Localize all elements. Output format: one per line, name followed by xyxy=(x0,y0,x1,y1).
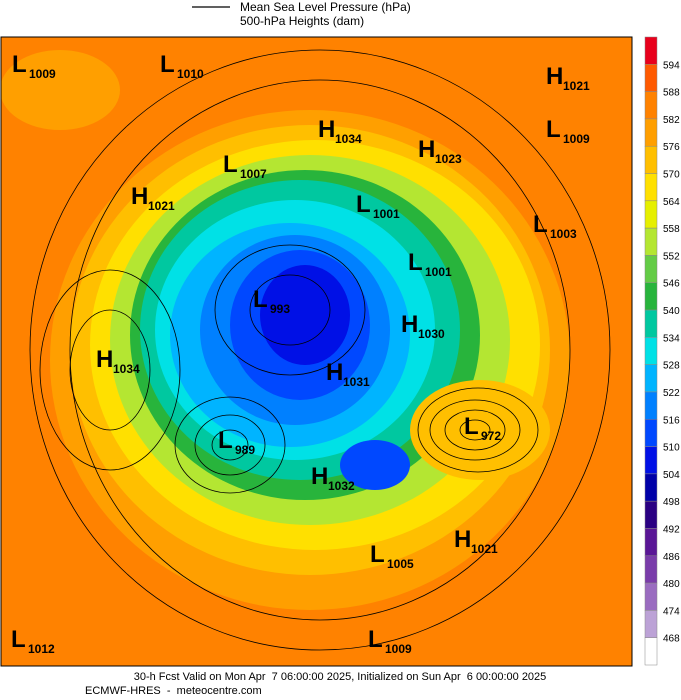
center-letter: L xyxy=(253,286,268,313)
center-letter: L xyxy=(464,413,479,440)
center-letter: H xyxy=(96,346,113,373)
colorbar-swatch xyxy=(644,36,658,65)
center-letter: L xyxy=(223,151,238,178)
legend-line-label: Mean Sea Level Pressure (hPa) xyxy=(240,0,411,14)
center-letter: L xyxy=(533,211,548,238)
center-pressure: 1009 xyxy=(385,642,412,656)
map-frame xyxy=(0,36,633,667)
center-letter: L xyxy=(370,541,385,568)
center-letter: L xyxy=(356,191,371,218)
center-pressure: 1034 xyxy=(113,362,140,376)
center-pressure: 1023 xyxy=(435,152,462,166)
colorbar-label: 588 xyxy=(663,88,680,99)
footer-line-1: 30-h Fcst Valid on Mon Apr 7 06:00:00 20… xyxy=(134,671,547,683)
center-pressure: 1003 xyxy=(550,227,577,241)
center-letter: H xyxy=(326,359,343,386)
center-pressure: 1021 xyxy=(148,199,175,213)
colorbar-label: 474 xyxy=(663,606,680,617)
center-pressure: 1010 xyxy=(177,67,204,81)
center-letter: H xyxy=(401,311,418,338)
colorbar-label: 468 xyxy=(663,634,680,645)
center-pressure: 972 xyxy=(481,429,501,443)
footer-line-2: ECMWF-HRES - meteocentre.com xyxy=(85,685,262,697)
colorbar-swatch xyxy=(644,200,658,229)
center-pressure: 1009 xyxy=(563,132,590,146)
colorbar-label: 498 xyxy=(663,497,680,508)
colorbar-label: 522 xyxy=(663,388,680,399)
colorbar-swatch xyxy=(644,364,658,393)
center-letter: H xyxy=(311,463,328,490)
colorbar-label: 540 xyxy=(663,306,680,317)
center-pressure: 1034 xyxy=(335,132,362,146)
center-pressure: 1030 xyxy=(418,327,445,341)
center-pressure: 1001 xyxy=(373,207,400,221)
center-letter: L xyxy=(11,626,26,653)
colorbar-label: 546 xyxy=(663,279,680,290)
center-letter: L xyxy=(218,427,233,454)
colorbar-swatch xyxy=(644,391,658,420)
center-letter: L xyxy=(160,51,175,78)
colorbar-swatch xyxy=(644,227,658,256)
colorbar-swatch xyxy=(644,500,658,529)
colorbar-label: 594 xyxy=(663,60,680,71)
colorbar-swatch xyxy=(644,473,658,502)
colorbar-swatch xyxy=(644,145,658,174)
colorbar-swatch xyxy=(644,118,658,147)
center-pressure: 1031 xyxy=(343,375,370,389)
colorbar-label: 480 xyxy=(663,579,680,590)
colorbar-swatch xyxy=(644,64,658,92)
colorbar-label: 486 xyxy=(663,552,680,563)
colorbar-swatch xyxy=(644,555,658,584)
colorbar-swatch xyxy=(644,309,658,338)
colorbar-swatch xyxy=(644,446,658,475)
center-letter: L xyxy=(408,249,423,276)
colorbar-swatch xyxy=(644,255,658,283)
center-pressure: 993 xyxy=(270,302,290,316)
colorbar-swatch xyxy=(644,419,658,447)
center-pressure: 1021 xyxy=(471,542,498,556)
colorbar-label: 492 xyxy=(663,524,680,535)
colorbar-swatch xyxy=(644,528,658,557)
colorbar-label: 582 xyxy=(663,115,680,126)
colorbar-label: 552 xyxy=(663,251,680,262)
colorbar-label: 534 xyxy=(663,333,680,344)
center-letter: H xyxy=(318,116,335,143)
center-pressure: 1012 xyxy=(28,642,55,656)
center-letter: H xyxy=(546,63,563,90)
center-pressure: 989 xyxy=(235,443,255,457)
center-pressure: 1005 xyxy=(387,557,414,571)
center-letter: L xyxy=(546,116,561,143)
map xyxy=(0,36,633,667)
colorbar-swatch xyxy=(644,637,658,666)
center-letter: L xyxy=(368,626,383,653)
colorbar-label: 516 xyxy=(663,415,680,426)
colorbar-swatch xyxy=(644,610,658,638)
colorbar-label: 528 xyxy=(663,361,680,372)
center-pressure: 1021 xyxy=(563,79,590,93)
colorbar-label: 504 xyxy=(663,470,680,481)
colorbar: 594 588 582 576 570 564 558 552 546 540 534 528 522 5… xyxy=(644,36,680,666)
center-pressure: 1001 xyxy=(425,265,452,279)
colorbar-swatch xyxy=(644,337,658,365)
colorbar-swatch xyxy=(644,91,658,120)
colorbar-label: 564 xyxy=(663,197,680,208)
center-pressure: 1009 xyxy=(29,67,56,81)
colorbar-label: 510 xyxy=(663,443,680,454)
colorbar-swatch xyxy=(644,173,658,202)
center-letter: L xyxy=(12,51,27,78)
colorbar-label: 558 xyxy=(663,224,680,235)
center-letter: H xyxy=(131,183,148,210)
center-letter: H xyxy=(454,526,471,553)
center-pressure: 1032 xyxy=(328,479,355,493)
colorbar-label: 570 xyxy=(663,170,680,181)
legend-fill-label: 500-hPa Heights (dam) xyxy=(240,14,364,28)
colorbar-label: 576 xyxy=(663,142,680,153)
center-pressure: 1007 xyxy=(240,167,267,181)
center-letter: H xyxy=(418,136,435,163)
colorbar-swatch xyxy=(644,582,658,611)
colorbar-swatch xyxy=(644,282,658,311)
